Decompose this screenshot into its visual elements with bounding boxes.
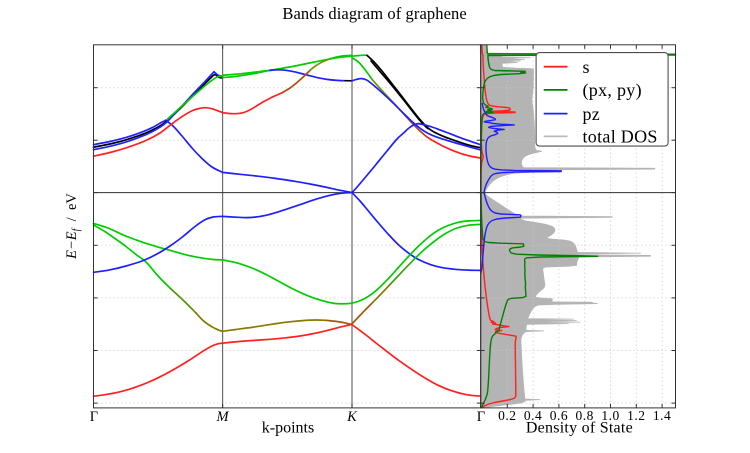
svg-text:1.0: 1.0 <box>601 408 619 423</box>
svg-text:Γ: Γ <box>90 409 98 425</box>
svg-text:0.4: 0.4 <box>524 408 542 423</box>
svg-text:(px, py): (px, py) <box>583 80 642 101</box>
svg-text:Bands diagram of graphene: Bands diagram of graphene <box>282 4 466 23</box>
svg-text:total DOS: total DOS <box>583 127 658 147</box>
svg-text:0.6: 0.6 <box>550 408 568 423</box>
svg-text:K: K <box>346 409 358 425</box>
svg-text:1.4: 1.4 <box>653 408 671 423</box>
svg-text:Density of State: Density of State <box>526 420 633 437</box>
svg-text:1.2: 1.2 <box>627 408 645 423</box>
svg-text:s: s <box>583 57 590 77</box>
svg-text:pz: pz <box>583 104 601 124</box>
svg-text:0.8: 0.8 <box>576 408 594 423</box>
svg-text:Γ: Γ <box>477 409 485 425</box>
svg-text:E−Ef / eV: E−Ef / eV <box>64 193 82 260</box>
svg-text:0.2: 0.2 <box>498 408 516 423</box>
svg-text:M: M <box>216 409 230 425</box>
svg-text:k-points: k-points <box>262 420 314 437</box>
